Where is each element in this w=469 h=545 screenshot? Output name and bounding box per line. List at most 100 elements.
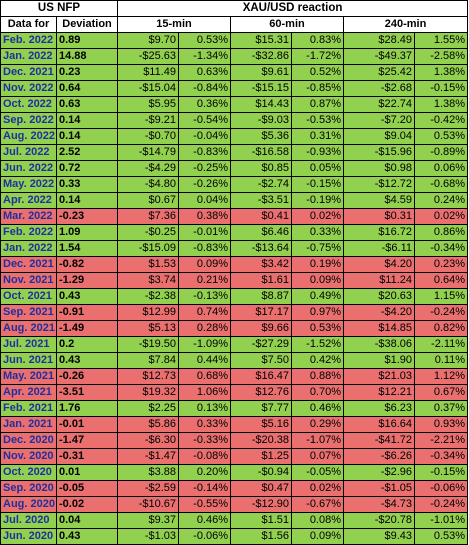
m240-percent-cell: -0.34% xyxy=(414,448,469,465)
m15-dollar-cell: $5.86 xyxy=(117,416,180,433)
m15-dollar-cell: $0.67 xyxy=(117,192,180,209)
m15-percent-cell: -0.54% xyxy=(178,112,232,129)
m15-percent-cell: -0.06% xyxy=(178,528,232,545)
m240-percent-cell: -0.68% xyxy=(414,176,469,193)
m15-dollar-cell: $12.73 xyxy=(117,368,180,385)
deviation-cell: 0.72 xyxy=(55,160,119,177)
m60-percent-cell: -0.67% xyxy=(291,496,345,513)
m240-dollar-cell: -$38.06 xyxy=(343,336,416,353)
m15-dollar-cell: $7.84 xyxy=(117,352,180,369)
m240-percent-cell: -2.58% xyxy=(414,48,469,65)
m15-dollar-cell: $5.13 xyxy=(117,320,180,337)
deviation-cell: -0.23 xyxy=(55,208,119,225)
m15-percent-cell: -0.08% xyxy=(178,448,232,465)
m15-dollar-cell: $19.32 xyxy=(117,384,180,401)
table-row: Jul. 2022 2.52 -$14.79 -0.83% -$16.58 -0.93% -… xyxy=(0,144,469,161)
m60-percent-cell: -1.72% xyxy=(291,48,345,65)
m240-dollar-cell: $4.20 xyxy=(343,256,416,273)
table-row: Dec. 2020 -1.47 -$6.30 -0.33% -$20.38 -1.07% -… xyxy=(0,432,469,449)
m60-dollar-cell: $6.46 xyxy=(230,224,293,241)
date-cell: Aug. 2020 xyxy=(0,496,57,513)
m60-percent-cell: 0.02% xyxy=(291,208,345,225)
m60-percent-cell: 0.08% xyxy=(291,512,345,529)
m60-dollar-cell: $0.41 xyxy=(230,208,293,225)
date-cell: Mar. 2022 xyxy=(0,208,57,225)
date-cell: Jun. 2020 xyxy=(0,528,57,545)
deviation-cell: 0.33 xyxy=(55,176,119,193)
m240-dollar-cell: $16.64 xyxy=(343,416,416,433)
m60-percent-cell: 0.31% xyxy=(291,128,345,145)
m240-dollar-cell: -$2.68 xyxy=(343,80,416,97)
m60-dollar-cell: -$32.86 xyxy=(230,48,293,65)
m240-dollar-cell: $28.49 xyxy=(343,32,416,49)
m60-dollar-cell: $1.56 xyxy=(230,528,293,545)
m15-dollar-cell: -$1.47 xyxy=(117,448,180,465)
m15-percent-cell: -0.25% xyxy=(178,160,232,177)
m15-dollar-cell: $9.70 xyxy=(117,32,180,49)
m15-percent-cell: -0.84% xyxy=(178,80,232,97)
xau-usd-header: XAU/USD reaction xyxy=(117,0,469,17)
m240-percent-cell: 0.93% xyxy=(414,416,469,433)
m60-dollar-cell: $14.43 xyxy=(230,96,293,113)
table-row: Apr. 2022 0.14 $0.67 0.04% -$3.51 -0.19% $4.59… xyxy=(0,192,469,209)
m60-dollar-cell: $12.76 xyxy=(230,384,293,401)
m240-percent-cell: 0.11% xyxy=(414,352,469,369)
date-cell: Jan. 2022 xyxy=(0,48,57,65)
m240-percent-cell: -1.01% xyxy=(414,512,469,529)
m240-percent-cell: -0.15% xyxy=(414,464,469,481)
table-row: Apr. 2021 -3.51 $19.32 1.06% $12.76 0.70% $12.… xyxy=(0,384,469,401)
m240-dollar-cell: -$2.96 xyxy=(343,464,416,481)
m15-percent-cell: -0.33% xyxy=(178,432,232,449)
m60-dollar-cell: $5.36 xyxy=(230,128,293,145)
table-row: Aug. 2021 -1.49 $5.13 0.28% $9.66 0.53% $14.85… xyxy=(0,320,469,337)
m240-percent-cell: 0.37% xyxy=(414,400,469,417)
m240-percent-cell: 1.38% xyxy=(414,64,469,81)
m60-dollar-cell: $1.51 xyxy=(230,512,293,529)
m240-percent-cell: -2.11% xyxy=(414,336,469,353)
date-cell: Nov. 2021 xyxy=(0,272,57,289)
m60-dollar-cell: $15.31 xyxy=(230,32,293,49)
m15-dollar-cell: $3.74 xyxy=(117,272,180,289)
m240-header: 240-min xyxy=(343,16,469,33)
m240-percent-cell: 1.12% xyxy=(414,368,469,385)
date-cell: Dec. 2021 xyxy=(0,64,57,81)
date-cell: Feb. 2022 xyxy=(0,32,57,49)
deviation-cell: 0.63 xyxy=(55,96,119,113)
m15-percent-cell: 0.20% xyxy=(178,464,232,481)
m60-dollar-cell: $1.61 xyxy=(230,272,293,289)
m60-percent-cell: -0.19% xyxy=(291,192,345,209)
data-for-header: Data for xyxy=(0,16,57,33)
deviation-cell: 1.09 xyxy=(55,224,119,241)
m60-percent-cell: 0.29% xyxy=(291,416,345,433)
deviation-cell: 0.14 xyxy=(55,112,119,129)
m240-dollar-cell: $0.98 xyxy=(343,160,416,177)
m240-dollar-cell: $1.90 xyxy=(343,352,416,369)
date-cell: Jul. 2020 xyxy=(0,512,57,529)
m15-percent-cell: 0.53% xyxy=(178,32,232,49)
table-row: Jun. 2020 0.43 -$1.03 -0.06% $1.56 0.09% $9.43… xyxy=(0,528,469,545)
m60-dollar-cell: -$20.38 xyxy=(230,432,293,449)
m60-dollar-cell: -$12.90 xyxy=(230,496,293,513)
date-cell: Jun. 2021 xyxy=(0,352,57,369)
table-row: Nov. 2022 0.64 -$15.04 -0.84% -$15.15 -0.85% -… xyxy=(0,80,469,97)
table-row: Nov. 2021 -1.29 $3.74 0.21% $1.61 0.09% $11.24… xyxy=(0,272,469,289)
m240-dollar-cell: -$4.73 xyxy=(343,496,416,513)
m60-dollar-cell: -$15.15 xyxy=(230,80,293,97)
deviation-cell: -0.02 xyxy=(55,496,119,513)
date-cell: Apr. 2021 xyxy=(0,384,57,401)
date-cell: Jun. 2022 xyxy=(0,160,57,177)
table-row: Jan. 2022 1.54 -$15.09 -0.83% -$13.64 -0.75% -… xyxy=(0,240,469,257)
m60-percent-cell: 0.09% xyxy=(291,528,345,545)
m15-dollar-cell: -$0.70 xyxy=(117,128,180,145)
date-cell: Jul. 2021 xyxy=(0,336,57,353)
deviation-cell: 0.23 xyxy=(55,64,119,81)
m15-dollar-cell: $5.95 xyxy=(117,96,180,113)
m60-dollar-cell: -$13.64 xyxy=(230,240,293,257)
m60-percent-cell: -0.85% xyxy=(291,80,345,97)
m240-percent-cell: 0.64% xyxy=(414,272,469,289)
m60-percent-cell: 0.19% xyxy=(291,256,345,273)
date-cell: Sep. 2022 xyxy=(0,112,57,129)
m15-percent-cell: 0.28% xyxy=(178,320,232,337)
deviation-cell: -1.47 xyxy=(55,432,119,449)
m15-dollar-cell: -$15.04 xyxy=(117,80,180,97)
